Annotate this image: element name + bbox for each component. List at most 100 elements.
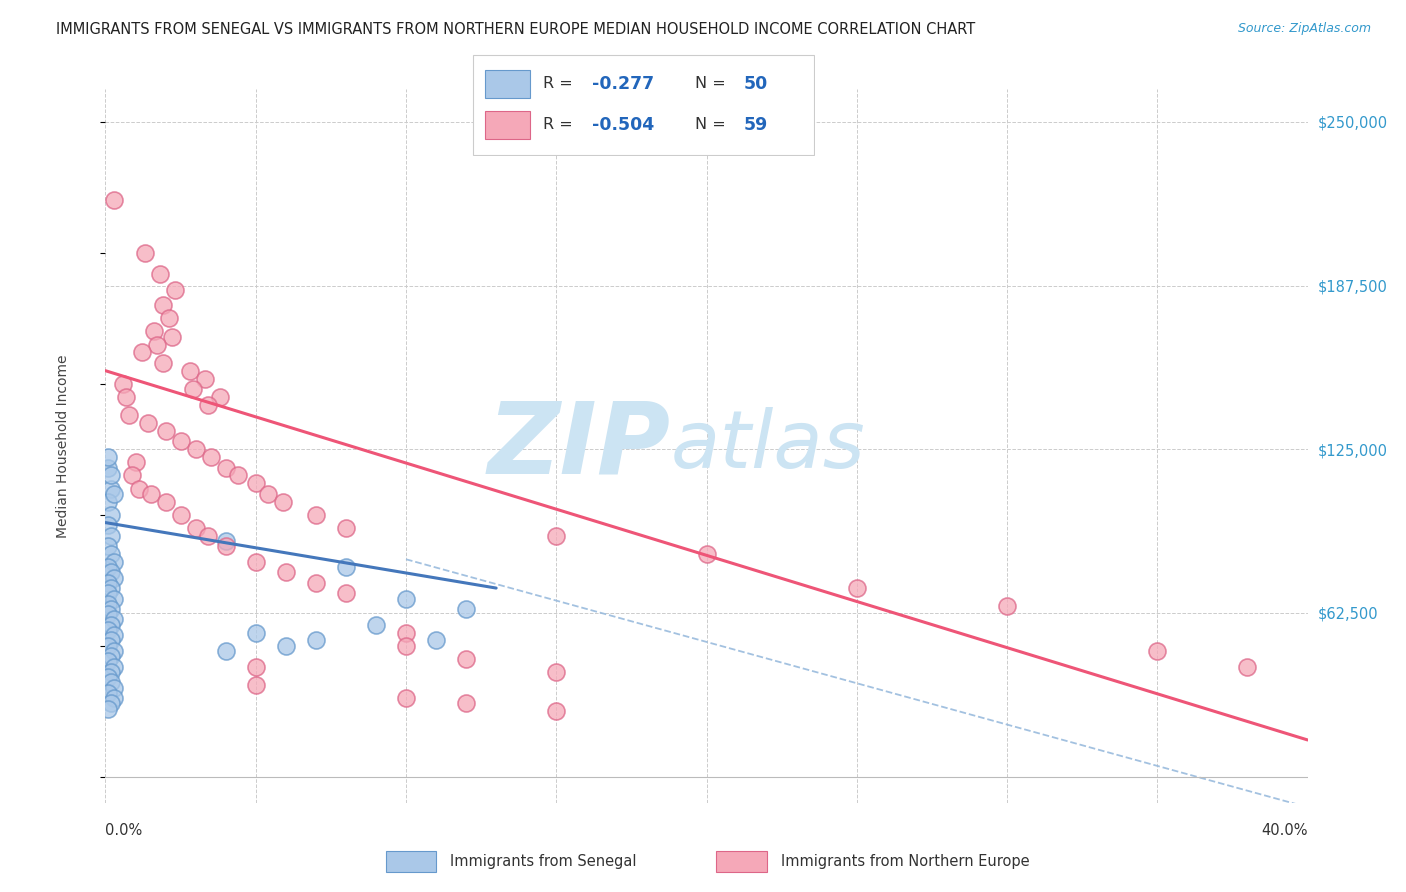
Point — [100, 508, 122, 522]
Point — [546, 704, 568, 718]
Text: atlas: atlas — [671, 407, 865, 485]
Point — [103, 659, 125, 673]
Point — [139, 487, 162, 501]
Point — [148, 267, 170, 281]
Point — [1236, 659, 1258, 673]
Point — [395, 625, 418, 640]
Point — [103, 644, 125, 658]
Point — [152, 298, 174, 312]
Point — [214, 539, 236, 553]
Point — [395, 691, 418, 706]
Point — [100, 617, 122, 632]
Point — [97, 623, 120, 637]
Point — [100, 602, 122, 616]
Point — [845, 581, 868, 595]
Text: N =: N = — [695, 77, 731, 91]
Point — [97, 575, 120, 590]
Point — [245, 555, 267, 569]
Point — [100, 468, 122, 483]
Point — [256, 487, 278, 501]
Point — [100, 547, 122, 561]
Point — [181, 382, 204, 396]
Point — [100, 566, 122, 580]
Point — [335, 521, 357, 535]
Point — [100, 482, 122, 496]
Point — [103, 681, 125, 695]
Text: R =: R = — [543, 77, 578, 91]
Point — [169, 508, 191, 522]
Text: 40.0%: 40.0% — [1261, 823, 1308, 838]
Text: N =: N = — [695, 118, 731, 132]
Point — [305, 633, 328, 648]
Point — [131, 345, 153, 359]
Point — [214, 460, 236, 475]
Text: -0.277: -0.277 — [592, 75, 654, 93]
Point — [103, 555, 125, 569]
FancyBboxPatch shape — [472, 54, 814, 155]
Text: R =: R = — [543, 118, 578, 132]
Point — [100, 529, 122, 543]
Point — [100, 649, 122, 664]
Text: 59: 59 — [744, 116, 768, 134]
Point — [100, 581, 122, 595]
Point — [197, 398, 219, 412]
Point — [1146, 644, 1168, 658]
Point — [200, 450, 222, 464]
Bar — [385, 851, 436, 872]
Bar — [485, 70, 530, 98]
Point — [274, 639, 297, 653]
Point — [245, 659, 267, 673]
Point — [97, 597, 120, 611]
Point — [97, 539, 120, 553]
Point — [97, 670, 120, 684]
Point — [155, 424, 177, 438]
Point — [305, 508, 328, 522]
Point — [152, 356, 174, 370]
Point — [194, 371, 217, 385]
Point — [97, 460, 120, 475]
Point — [226, 468, 249, 483]
Point — [364, 617, 387, 632]
Point — [115, 390, 138, 404]
Point — [271, 494, 294, 508]
Point — [97, 560, 120, 574]
Point — [169, 434, 191, 449]
Point — [103, 194, 125, 208]
Point — [696, 547, 718, 561]
Point — [103, 612, 125, 626]
Text: Immigrants from Northern Europe: Immigrants from Northern Europe — [780, 854, 1029, 869]
Text: IMMIGRANTS FROM SENEGAL VS IMMIGRANTS FROM NORTHERN EUROPE MEDIAN HOUSEHOLD INCO: IMMIGRANTS FROM SENEGAL VS IMMIGRANTS FR… — [56, 22, 976, 37]
Point — [97, 654, 120, 668]
Point — [454, 652, 477, 666]
Point — [208, 390, 231, 404]
Point — [214, 644, 236, 658]
Point — [103, 487, 125, 501]
Point — [100, 665, 122, 679]
Point — [142, 325, 165, 339]
Point — [103, 591, 125, 606]
Point — [103, 628, 125, 642]
Point — [454, 602, 477, 616]
Text: -0.504: -0.504 — [592, 116, 654, 134]
Point — [97, 686, 120, 700]
Point — [124, 455, 146, 469]
Point — [454, 696, 477, 710]
Text: 50: 50 — [744, 75, 768, 93]
Point — [103, 691, 125, 706]
Point — [184, 521, 207, 535]
Text: Source: ZipAtlas.com: Source: ZipAtlas.com — [1237, 22, 1371, 36]
Text: Median Household Income: Median Household Income — [56, 354, 70, 538]
Point — [134, 245, 156, 260]
Point — [136, 416, 159, 430]
Point — [97, 494, 120, 508]
Point — [274, 566, 297, 580]
Point — [100, 633, 122, 648]
Text: 0.0%: 0.0% — [105, 823, 142, 838]
Bar — [717, 851, 768, 872]
Point — [425, 633, 447, 648]
Point — [995, 599, 1018, 614]
Point — [118, 409, 141, 423]
Point — [97, 639, 120, 653]
Point — [184, 442, 207, 457]
Point — [245, 678, 267, 692]
